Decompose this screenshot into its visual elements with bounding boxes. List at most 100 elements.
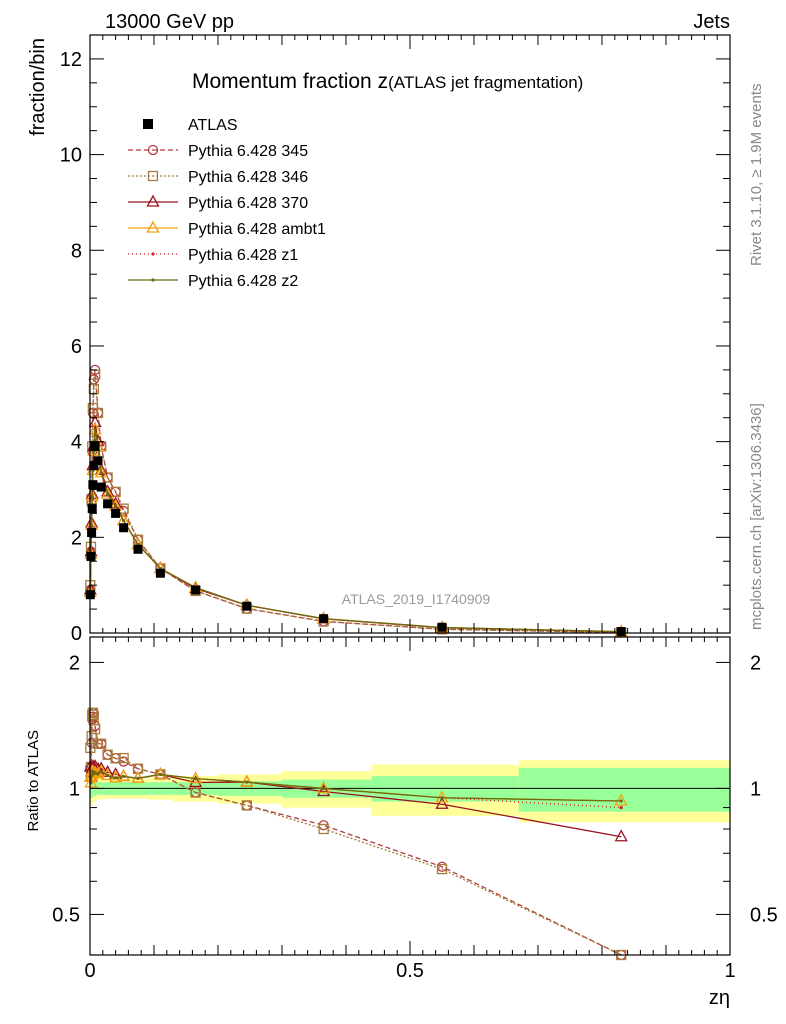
- series-3-ratio-point: [189, 771, 203, 784]
- series-4-ratio-point: [619, 805, 623, 810]
- series-3-ratio-point: [94, 764, 108, 777]
- series-5-point: [90, 495, 94, 499]
- series-1-point: [118, 503, 129, 514]
- data-point: [103, 499, 113, 509]
- data-point: [87, 528, 97, 538]
- y-tick-label-top: 6: [71, 336, 82, 358]
- series-5-point: [106, 492, 110, 496]
- chart-title: Momentum fraction z(ATLAS jet fragmentat…: [192, 70, 583, 93]
- data-point: [155, 568, 165, 578]
- series-5-ratio-point: [90, 774, 94, 778]
- data-point: [111, 508, 121, 518]
- y-tick-label-top: 2: [71, 527, 82, 549]
- series-5-ratio-point: [122, 774, 126, 779]
- data-point: [437, 622, 447, 632]
- x-tick-label: 1: [724, 960, 735, 982]
- series-2-ratio-point: [435, 796, 449, 809]
- series-1-ratio-point: [86, 730, 97, 742]
- series-3-point: [101, 486, 115, 499]
- legend-label-5: Pythia 6.428 z2: [188, 273, 298, 290]
- x-tick-label: 0: [84, 960, 95, 982]
- legend-label-3: Pythia 6.428 ambt1: [188, 221, 326, 238]
- series-5-ratio-point: [114, 776, 118, 780]
- mcplots-label: mcplots.cern.ch [arXiv:1306.3436]: [748, 403, 765, 630]
- y-tick-label-ratio: 2: [69, 652, 80, 674]
- series-1-ratio-point: [118, 752, 129, 764]
- legend-marker-2: [146, 194, 160, 207]
- series-1-ratio-point: [89, 724, 101, 735]
- series-5-ratio-point: [194, 776, 198, 781]
- series-1-ratio-point: [102, 749, 113, 760]
- top-panel-frame: [89, 34, 731, 634]
- y-axis-label-top: fraction/bin: [27, 38, 49, 136]
- series-5-ratio-point: [322, 786, 326, 791]
- series-1-ratio-point: [87, 707, 99, 718]
- y-tick-label-top: 8: [71, 240, 82, 262]
- data-point: [93, 456, 103, 466]
- series-5-ratio-point: [93, 771, 97, 775]
- series-5-ratio-point: [106, 773, 110, 778]
- legend-marker-5: [151, 278, 155, 282]
- legend-label-2: Pythia 6.428 370: [188, 195, 308, 212]
- series-2-point: [88, 415, 102, 428]
- data-point: [119, 523, 129, 533]
- series-1-ratio-line: [89, 712, 622, 956]
- series-5-point: [93, 428, 97, 432]
- y-tick-label-ratio: 0.5: [52, 904, 80, 926]
- series-3-ratio-point: [240, 774, 254, 787]
- series-1-ratio-point: [318, 823, 329, 835]
- series-5-ratio-point: [158, 772, 162, 777]
- series-3-ratio-point: [435, 790, 449, 803]
- series-5-point: [122, 518, 126, 523]
- data-point: [242, 601, 252, 611]
- legend-label-data: ATLAS: [188, 117, 238, 134]
- series-2-ratio-point: [189, 775, 203, 788]
- series-1-ratio-point: [110, 753, 121, 764]
- data-point: [87, 504, 97, 514]
- data-point: [616, 627, 626, 637]
- chart-title-sub: (ATLAS jet fragmentation): [388, 73, 583, 92]
- y-tick-label-ratio: 1: [69, 778, 80, 800]
- series-5-point: [90, 523, 94, 527]
- legend-marker-0: [147, 144, 159, 156]
- series-5-ratio-point: [619, 799, 623, 803]
- y-axis-label-ratio: Ratio to ATLAS: [25, 730, 42, 831]
- data-point: [191, 585, 201, 595]
- series-1-ratio-point: [190, 787, 201, 798]
- data-point: [88, 480, 98, 490]
- y-tick-label-top: 0: [71, 623, 82, 645]
- series-5-ratio-point: [440, 796, 444, 800]
- series-1-ratio-point: [436, 863, 448, 875]
- series-0-ratio-line: [89, 712, 622, 956]
- legend-marker-3: [146, 220, 160, 233]
- analysis-watermark: ATLAS_2019_I1740909: [342, 591, 491, 607]
- data-point: [86, 551, 96, 561]
- series-3-ratio-point: [84, 775, 98, 788]
- series-3-point: [94, 465, 108, 478]
- y-tick-label-ratio-right: 0.5: [750, 904, 778, 926]
- legend-label-4: Pythia 6.428 z1: [188, 247, 298, 264]
- series-5-point: [99, 471, 103, 475]
- series-5-ratio-point: [99, 769, 103, 773]
- rivet-version-label: Rivet 3.1.10, ≥ 1.9M events: [748, 84, 765, 267]
- series-5-ratio-point: [245, 780, 249, 784]
- series-2-ratio-point: [614, 829, 628, 842]
- x-tick-label: 0.5: [396, 960, 424, 982]
- series-3-ratio-point: [317, 781, 331, 794]
- y-tick-label-ratio-right: 1: [750, 778, 761, 800]
- y-tick-label-ratio-right: 2: [750, 652, 761, 674]
- header-jets-label: Jets: [693, 11, 730, 33]
- legend-label-0: Pythia 6.428 345: [188, 143, 308, 160]
- series-2-ratio-point: [317, 784, 331, 797]
- series-3-ratio-point: [117, 769, 131, 782]
- y-tick-label-top: 12: [60, 49, 82, 71]
- series-5-point: [114, 504, 118, 508]
- series-3-ratio-point: [153, 767, 167, 780]
- series-1-ratio-point: [241, 800, 252, 811]
- legend-marker-data: [143, 119, 153, 129]
- series-1-ratio-point: [96, 738, 107, 749]
- data-point: [319, 614, 329, 624]
- legend-label-1: Pythia 6.428 346: [188, 169, 308, 186]
- data-point: [96, 482, 106, 492]
- series-3-ratio-point: [614, 793, 628, 806]
